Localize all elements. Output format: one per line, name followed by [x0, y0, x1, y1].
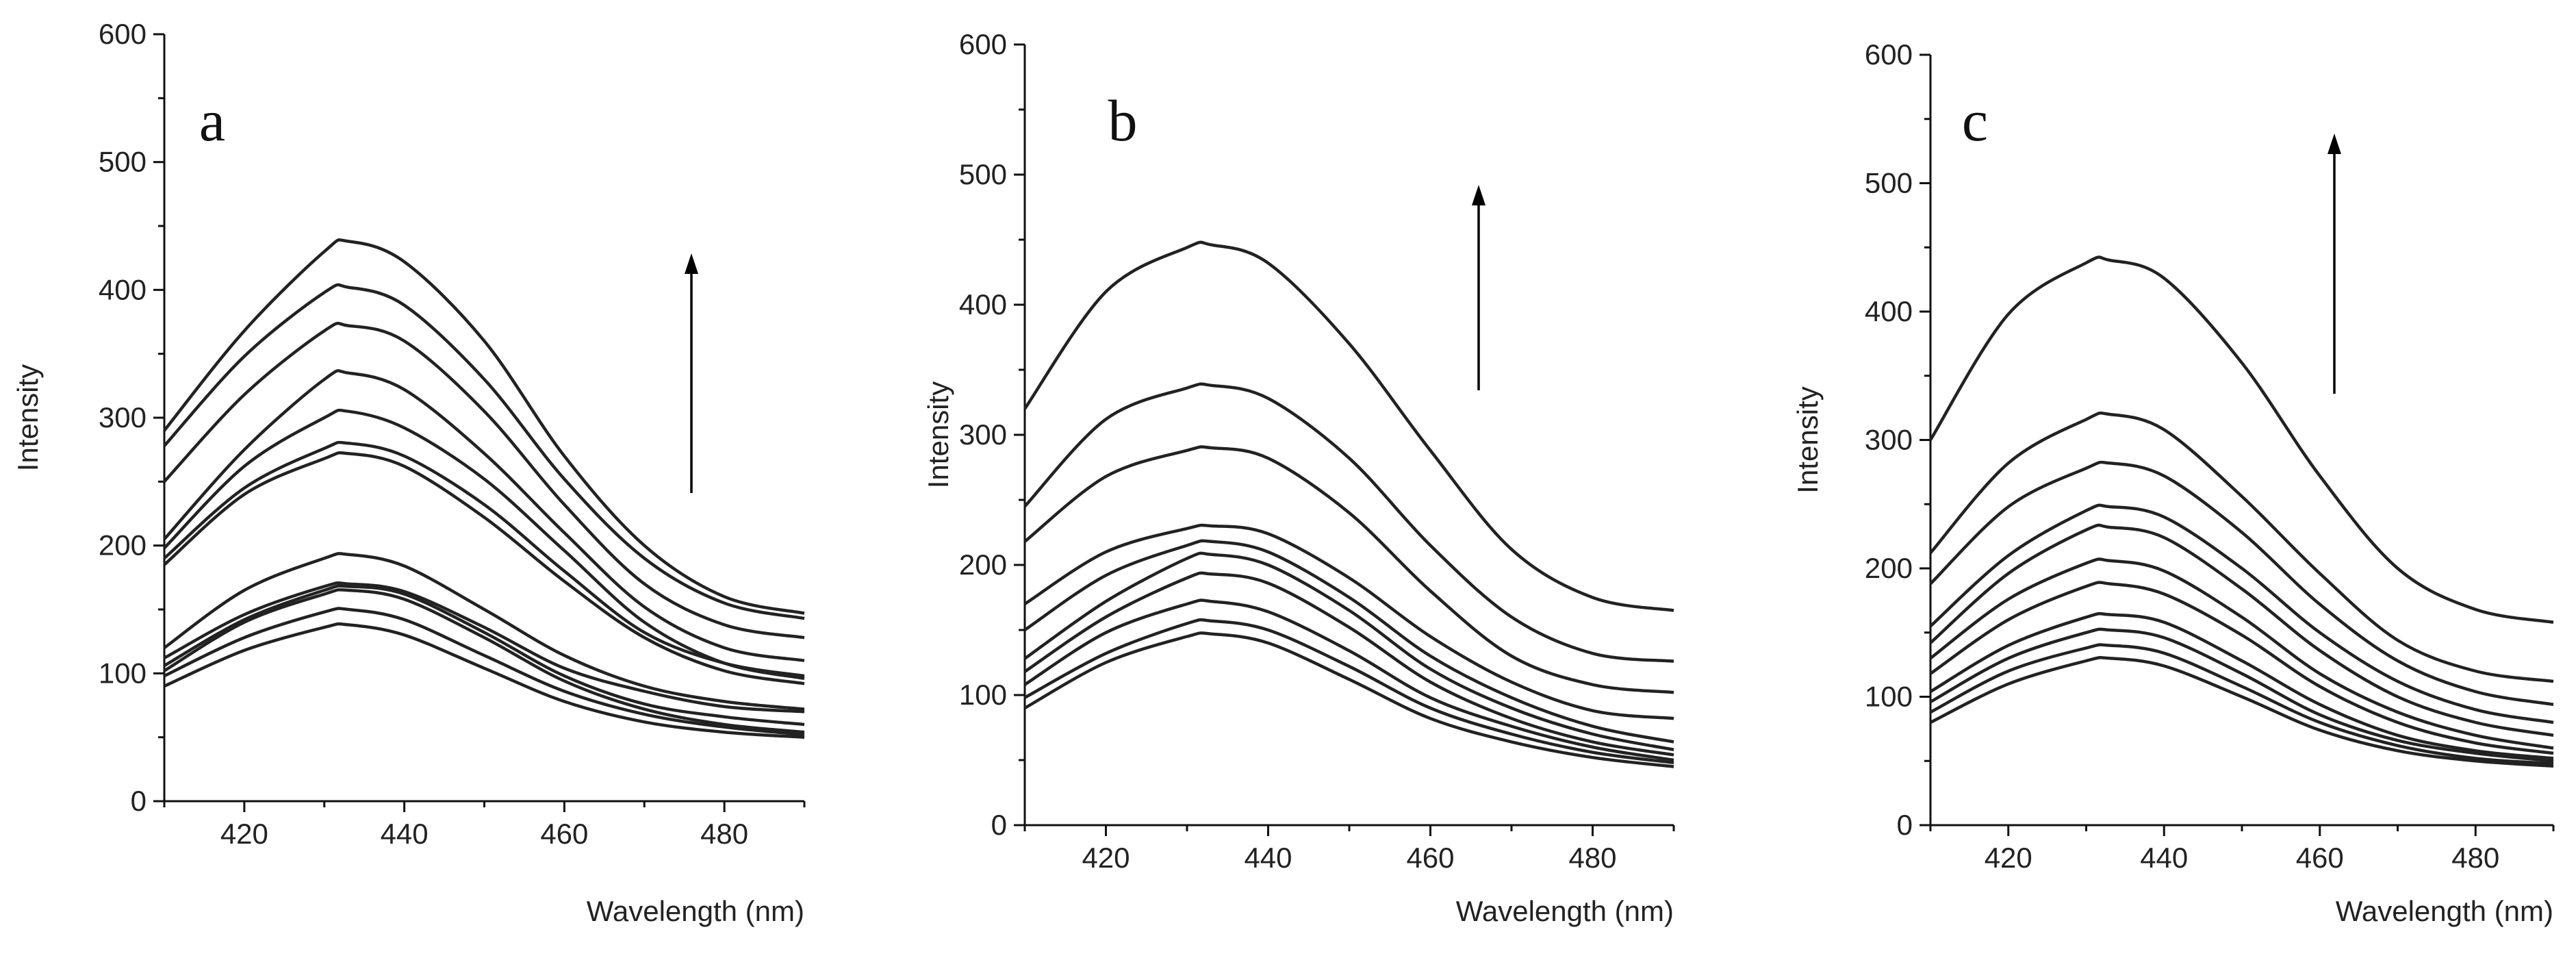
y-tick-label: 500	[959, 158, 1007, 190]
trend-arrow-head-icon	[2328, 134, 2341, 154]
series-line-10	[163, 369, 805, 662]
series-line-9	[163, 408, 805, 681]
x-tick-label: 460	[1406, 842, 1454, 874]
series-line-12	[163, 283, 805, 620]
series-line-9	[1023, 382, 1674, 663]
series-line-1	[164, 622, 805, 739]
series-line-9	[1929, 460, 2554, 707]
y-tick-label: 400	[99, 273, 146, 305]
series-line-8	[1023, 445, 1674, 694]
y-tick-label: 200	[1865, 552, 1913, 584]
y-tick-label: 100	[959, 679, 1007, 711]
series-line-13	[163, 238, 805, 615]
series-line-1	[1023, 631, 1674, 768]
x-tick-label: 480	[1568, 842, 1616, 874]
x-tick-label: 460	[540, 818, 588, 850]
series-line-6	[1023, 539, 1674, 744]
series-line-6	[163, 552, 805, 711]
y-tick-label: 500	[99, 146, 146, 178]
trend-arrow-head-icon	[685, 253, 698, 274]
series-line-10	[1023, 240, 1674, 612]
y-tick-label: 600	[99, 18, 146, 50]
x-tick-label: 480	[2451, 842, 2499, 874]
series-line-1	[1930, 656, 2554, 768]
series-line-7	[1023, 523, 1674, 720]
trend-arrow-head-icon	[1472, 185, 1485, 205]
series-line-4	[1023, 571, 1674, 757]
x-tick-label: 440	[381, 818, 429, 850]
y-tick-label: 200	[99, 529, 146, 562]
x-tick-label: 440	[2140, 842, 2188, 874]
y-tick-label: 100	[99, 657, 146, 689]
y-axis-label: Intensity	[12, 364, 44, 471]
y-tick-label: 200	[959, 549, 1007, 581]
series-line-3	[1929, 627, 2554, 763]
x-tick-label: 420	[1985, 842, 2032, 874]
x-tick-label: 420	[1082, 842, 1130, 874]
series-line-2	[164, 607, 805, 737]
panel-label: c	[1962, 88, 1988, 153]
x-axis-label: Wavelength (nm)	[1456, 895, 1674, 927]
y-tick-label: 300	[1865, 424, 1913, 456]
y-axis-label: Intensity	[1791, 386, 1824, 493]
x-tick-label: 480	[700, 818, 748, 850]
y-tick-label: 500	[1865, 167, 1913, 199]
series-line-6	[1929, 557, 2554, 750]
series-line-5	[163, 581, 805, 714]
x-tick-label: 460	[2296, 842, 2344, 874]
chart-panel-a: 0 100 200 300 400 500 600 420 440 460 480 Intensity…	[12, 18, 806, 927]
series-line-4	[1929, 612, 2554, 760]
x-axis-label: Wavelength (nm)	[587, 895, 804, 927]
series-line-5	[1929, 581, 2554, 755]
x-tick-label: 420	[220, 818, 268, 850]
y-tick-label: 0	[1897, 809, 1913, 841]
series-line-8	[1929, 503, 2554, 724]
chart-panel-b: 0 100 200 300 400 500 600 420 440 460 480 Intensity…	[922, 28, 1675, 927]
y-tick-label: 0	[991, 809, 1007, 841]
y-tick-label: 600	[959, 28, 1007, 60]
series-line-7	[1929, 523, 2554, 738]
panel-label: a	[199, 88, 225, 153]
y-tick-label: 0	[131, 785, 146, 817]
y-tick-label: 300	[99, 401, 146, 433]
y-tick-label: 400	[959, 288, 1007, 320]
x-axis-label: Wavelength (nm)	[2336, 895, 2553, 927]
y-tick-label: 400	[1865, 295, 1913, 327]
series-line-11	[1929, 255, 2554, 625]
series-line-2	[1023, 618, 1674, 765]
y-tick-label: 600	[1865, 38, 1913, 71]
chart-panel-c: 0 100 200 300 400 500 600 420 440 460 480 Intensity…	[1791, 38, 2555, 927]
series-line-3	[1023, 598, 1674, 762]
series-line-10	[1929, 411, 2554, 683]
y-axis-label: Intensity	[922, 381, 954, 488]
panel-label: b	[1108, 88, 1138, 153]
series-line-3	[163, 588, 805, 734]
series-line-11	[163, 321, 805, 640]
series-line-2	[1929, 643, 2554, 766]
series-line-5	[1023, 551, 1674, 752]
y-tick-label: 100	[1865, 681, 1913, 713]
series-line-8	[163, 440, 805, 678]
series-line-7	[163, 451, 805, 685]
x-tick-label: 440	[1244, 842, 1292, 874]
series-line-4	[163, 584, 805, 727]
y-tick-label: 300	[959, 418, 1007, 451]
